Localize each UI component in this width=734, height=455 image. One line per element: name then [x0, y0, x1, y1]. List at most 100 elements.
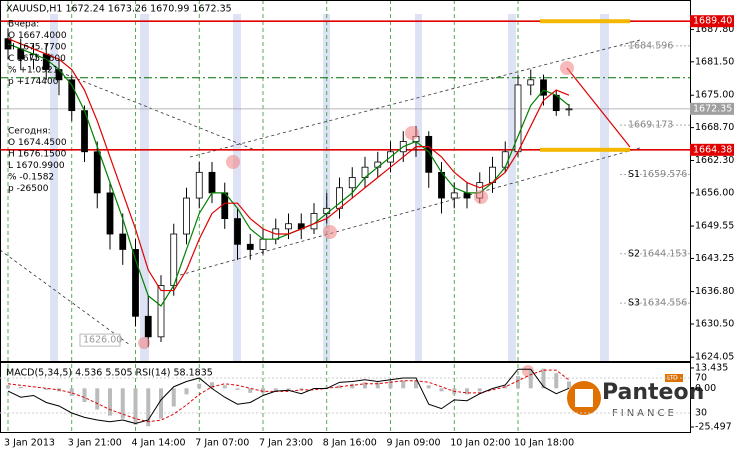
- macd-bar: [541, 368, 546, 389]
- info-line: O 1674.4500: [8, 138, 67, 148]
- macd-bar: [222, 385, 227, 389]
- macd-bar: [108, 388, 112, 416]
- x-tick-label: 9 Jan 09:00: [387, 438, 441, 449]
- macd-bar: [363, 382, 367, 389]
- macd-bar: [69, 388, 74, 396]
- session-bands: [50, 14, 609, 361]
- level-name: S3: [628, 298, 640, 309]
- macd-bar: [146, 388, 151, 427]
- info-line: H 1676.1500: [8, 150, 67, 160]
- macd-bar: [197, 383, 202, 389]
- candle-body: [565, 108, 573, 111]
- candle-body: [68, 79, 76, 112]
- candle-body: [540, 79, 547, 96]
- macd-bar: [82, 388, 87, 402]
- candle-body: [183, 197, 190, 235]
- macd-bar: [414, 380, 418, 389]
- candle-body: [438, 171, 445, 199]
- x-tick-label: 3 Jan 21:00: [68, 438, 122, 449]
- candle-body: [144, 315, 152, 338]
- macd-signal: [7, 369, 570, 423]
- macd-bar: [554, 373, 559, 389]
- macd-bar: [210, 382, 214, 389]
- trend-lines: [0, 39, 641, 346]
- macd-bar: [337, 385, 342, 389]
- macd-bar: [273, 388, 278, 392]
- macd-bar: [567, 381, 571, 389]
- macd-bar: [6, 385, 10, 389]
- x-tick-label: 3 Jan 2013: [4, 438, 55, 449]
- level-value: 1669.173: [628, 120, 673, 131]
- macd-bar: [426, 385, 431, 389]
- info-line: C 1675.1600: [8, 54, 66, 64]
- info-line: O 1667.4000: [8, 31, 67, 41]
- macd-bar: [184, 388, 189, 395]
- candle-body: [157, 285, 165, 338]
- info-line: Вчера:: [8, 20, 39, 30]
- price-tag-label: 1664.38: [693, 144, 732, 155]
- price-tag: [690, 143, 734, 156]
- candle-body: [119, 233, 127, 250]
- candle-body: [323, 207, 331, 214]
- macd-bar: [401, 380, 406, 389]
- macd-bar: [261, 388, 265, 393]
- candle-body: [132, 249, 139, 317]
- rsi-tick-label: 30: [695, 407, 707, 418]
- price-tag: [690, 15, 734, 28]
- macd-bar: [44, 388, 49, 390]
- info-line: % -0.1582: [8, 173, 54, 183]
- x-tick-label: 7 Jan 07:00: [195, 438, 249, 449]
- candle-body: [463, 192, 471, 199]
- price-tag-label: 1672.35: [693, 103, 732, 114]
- macd-bar: [120, 388, 125, 419]
- price-tag: [690, 102, 734, 115]
- y-tick-label: 1649.55: [695, 221, 734, 232]
- y-tick-label: 1643.25: [695, 253, 734, 264]
- y-tick-label: 1662.30: [695, 155, 734, 166]
- candle-body: [259, 238, 267, 250]
- macd-bar: [388, 380, 393, 389]
- candle-body: [374, 161, 382, 168]
- logo-name: Panteon: [602, 380, 704, 405]
- level-value: 1659.576: [642, 169, 687, 180]
- main-frame: [0, 0, 691, 362]
- candle-body: [527, 79, 535, 86]
- macd-bar: [439, 388, 444, 392]
- candle-body: [310, 213, 318, 230]
- macd-bar: [18, 386, 23, 389]
- macd-bar: [477, 388, 482, 392]
- candle-body: [246, 243, 254, 250]
- y-tick-label: 1687.80: [695, 24, 734, 35]
- macd-bar: [159, 388, 163, 419]
- macd-bar: [235, 388, 240, 390]
- level-name: S1: [628, 169, 640, 180]
- target-bar: [540, 19, 630, 24]
- rsi-line: [7, 368, 570, 425]
- level-value: 1644.153: [642, 248, 687, 259]
- y-tick-label: 1681.50: [695, 56, 734, 67]
- candle-body: [285, 223, 292, 230]
- candle-body: [93, 151, 101, 194]
- target-bar: [540, 147, 630, 152]
- macd-bar: [528, 370, 533, 389]
- y-tick-label: 1630.50: [695, 318, 734, 329]
- sub-title: MACD(5,34,5) 4.536 5.505 RSI(14) 58.1835: [6, 368, 213, 379]
- macd-bar: [171, 388, 176, 407]
- x-tick-label: 7 Jan 23:00: [259, 438, 313, 449]
- info-line: p -26500: [8, 184, 49, 194]
- moving-average: [7, 38, 570, 292]
- macd-bar: [350, 383, 355, 389]
- chart-title: XAUUSD,H1 1672.24 1673.26 1670.99 1672.3…: [6, 4, 232, 15]
- candle-body: [195, 171, 203, 199]
- x-tick-label: 4 Jan 14:00: [132, 438, 186, 449]
- candle-body: [501, 151, 509, 168]
- x-tick-label: 8 Jan 16:00: [323, 438, 377, 449]
- sub-tick-label: -25.497: [695, 421, 732, 432]
- macd-bar: [248, 388, 253, 393]
- projection-line: [566, 67, 631, 148]
- low-mark-box: [79, 333, 121, 347]
- logo-tagline: FINANCE: [612, 408, 677, 419]
- info-line: L 1670.9900: [8, 161, 65, 171]
- info-line: p +174400: [8, 77, 59, 87]
